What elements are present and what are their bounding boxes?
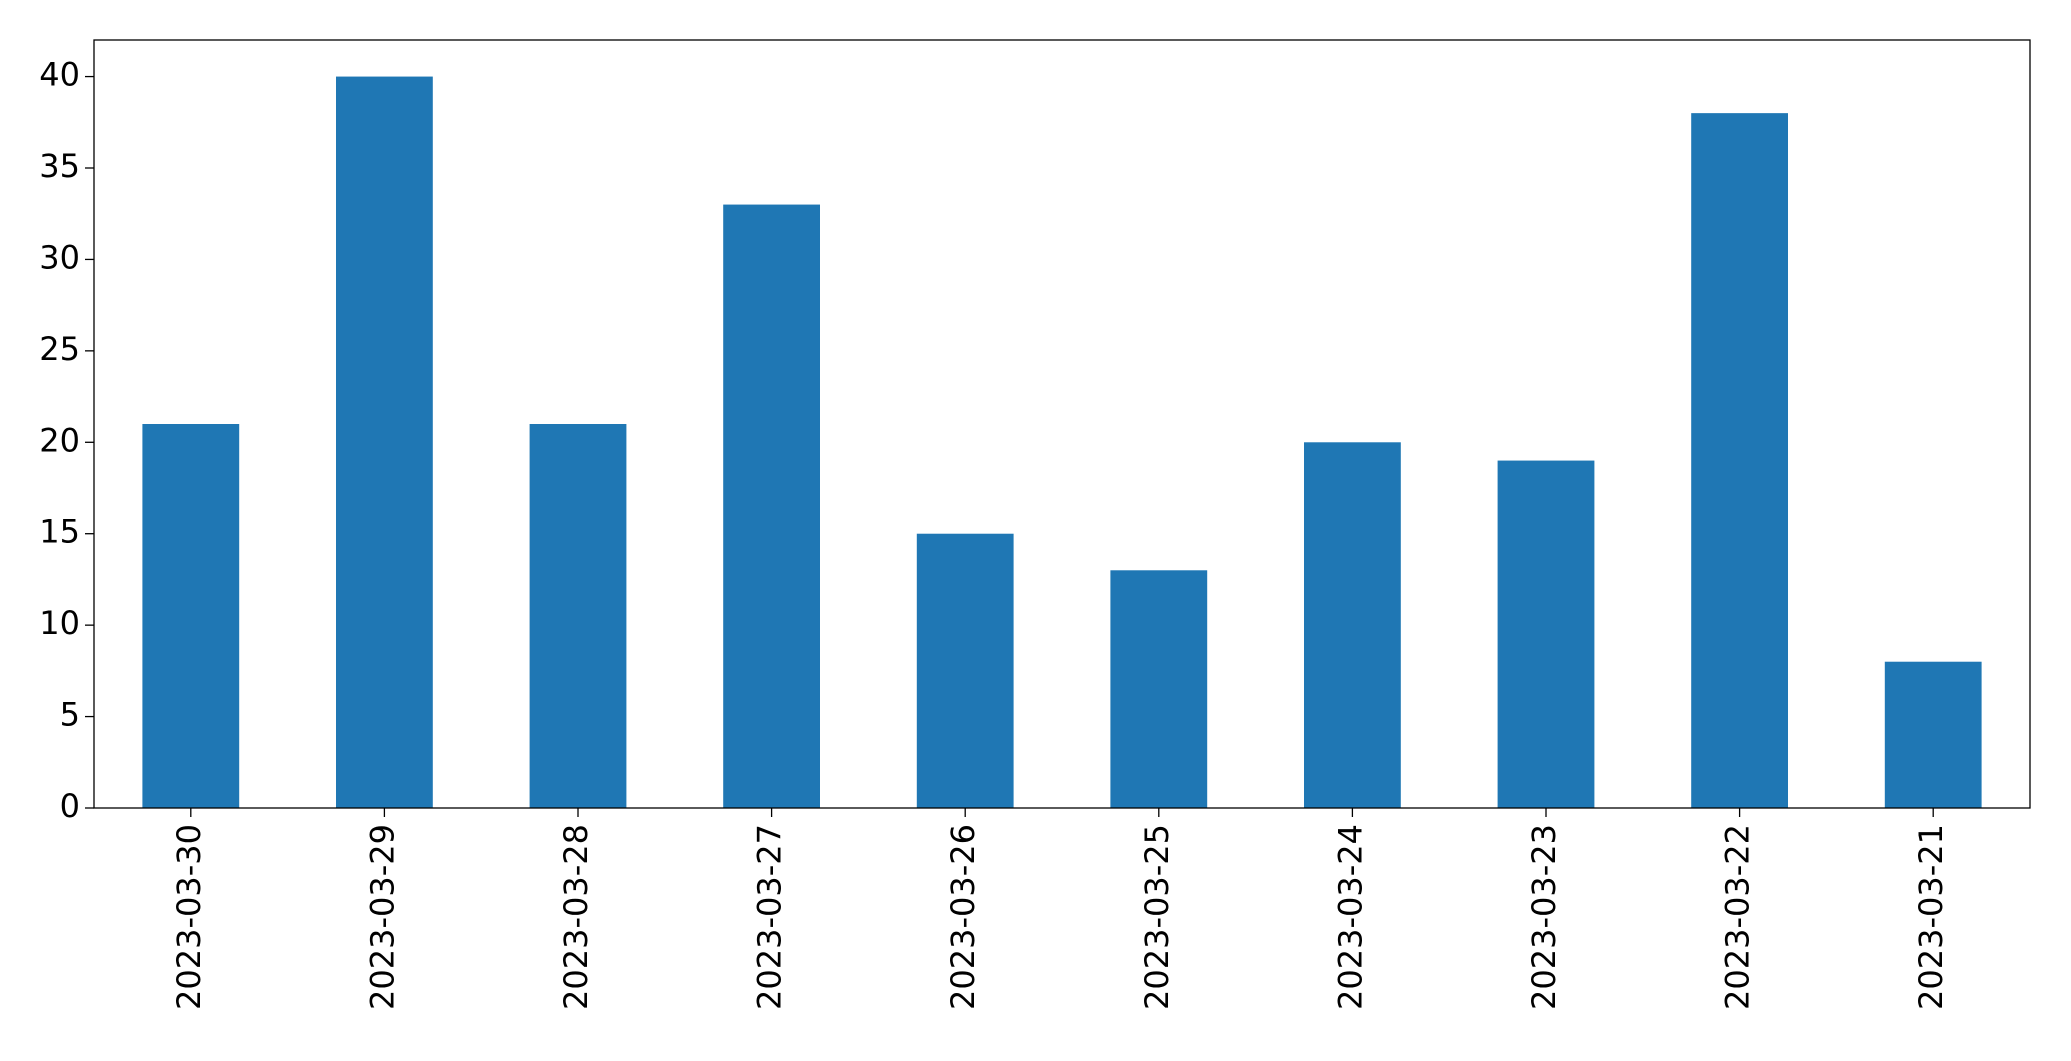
x-tick-label: 2023-03-28: [557, 824, 595, 1010]
x-tick-label: 2023-03-30: [170, 824, 208, 1010]
plot-frame: [93, 39, 2031, 809]
bar: [142, 424, 240, 808]
bar: [1691, 113, 1788, 808]
bar: [1110, 570, 1208, 808]
bar: [1304, 442, 1401, 808]
y-tick-label: 30: [39, 238, 80, 276]
bar: [529, 424, 627, 808]
y-tick-label: 20: [39, 421, 80, 459]
y-tick-label: 35: [39, 147, 80, 185]
x-tick-label: 2023-03-21: [1912, 824, 1950, 1010]
bar: [1884, 661, 1982, 808]
y-tick-label: 25: [39, 330, 80, 368]
x-tick-label: 2023-03-26: [944, 824, 982, 1010]
y-tick-label: 0: [60, 787, 80, 825]
x-tick-label: 2023-03-24: [1331, 824, 1369, 1010]
bar: [336, 76, 433, 809]
y-tick-label: 10: [39, 604, 80, 642]
bar: [916, 533, 1014, 808]
x-tick-label: 2023-03-25: [1138, 824, 1176, 1010]
x-tick-label: 2023-03-29: [363, 824, 401, 1010]
bar: [1497, 460, 1595, 808]
x-tick-label: 2023-03-22: [1719, 824, 1757, 1010]
y-tick-label: 15: [39, 513, 80, 551]
x-tick-label: 2023-03-27: [751, 824, 789, 1010]
x-tick-label: 2023-03-23: [1525, 824, 1563, 1010]
y-tick-label: 5: [60, 696, 80, 734]
bar: [723, 204, 820, 809]
y-tick-label: 40: [39, 56, 80, 94]
